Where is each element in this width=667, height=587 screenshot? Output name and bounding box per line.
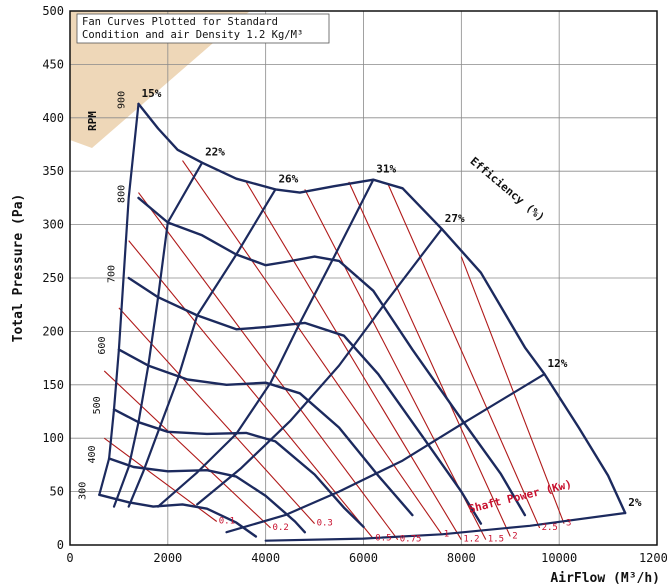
- x-tick-label: 2000: [153, 551, 182, 565]
- efficiency-label: 27%: [445, 212, 465, 225]
- efficiency-label: 22%: [205, 146, 225, 159]
- shaft-power-line: [138, 192, 399, 540]
- shaft-power-label: 2: [512, 531, 517, 541]
- grid: [70, 11, 657, 545]
- x-tick-label: 8000: [447, 551, 476, 565]
- shaft-power-line: [245, 181, 462, 540]
- shaft-power-label: 1: [444, 529, 449, 539]
- shaft-power-label: 0.1: [219, 517, 235, 527]
- rpm-curve: [137, 196, 527, 517]
- shaft-power-line: [103, 437, 218, 522]
- efficiency-curve: [127, 188, 277, 508]
- shaft-power-label: 3: [566, 519, 571, 529]
- shaft-power-line: [304, 189, 487, 540]
- y-tick-label: 250: [42, 271, 64, 285]
- x-tick-label: 6000: [349, 551, 378, 565]
- shaded-band: [70, 11, 250, 148]
- efficiency-curve: [225, 373, 546, 534]
- rpm-label: 300: [77, 482, 88, 500]
- x-tick-label: 0: [66, 551, 73, 565]
- efficiency-axis-label: Efficiency (%): [468, 155, 547, 225]
- shaft-power-lines: [103, 160, 565, 540]
- shaft-power-line: [460, 256, 565, 524]
- shaft-power-line: [348, 181, 511, 537]
- efficiency-curve: [112, 161, 204, 508]
- plot-frame: [69, 10, 658, 546]
- y-tick-label: 200: [42, 324, 64, 338]
- note-line-2: Condition and air Density 1.2 Kg/M³: [82, 29, 303, 41]
- rpm-label: 400: [87, 445, 98, 463]
- rpm-curve: [112, 408, 365, 528]
- shaft-power-label: 1.5: [488, 535, 504, 545]
- note-box: [76, 13, 330, 44]
- y-tick-label: 400: [42, 111, 64, 125]
- x-axis-title: AirFlow (M³/h): [550, 571, 660, 586]
- rpm-label: 600: [97, 337, 108, 355]
- note-line-1: Fan Curves Plotted for Standard: [82, 16, 278, 28]
- shaft-power-label: 0.2: [273, 523, 289, 533]
- y-axis-title: Total Pressure (Pa): [11, 194, 26, 343]
- rpm-label: 500: [92, 396, 103, 414]
- rpm-curves: [98, 102, 627, 538]
- curve-labels: 15%22%26%31%27%12%2%90080070060050040030…: [77, 87, 641, 545]
- shaft-power-label: 0.5: [375, 534, 391, 544]
- rpm-curve: [98, 493, 258, 538]
- rpm-curve: [127, 276, 483, 525]
- chart-note: Fan Curves Plotted for Standard Conditio…: [76, 13, 330, 44]
- y-tick-label: 100: [42, 431, 64, 445]
- y-tick-label: 500: [42, 4, 64, 18]
- y-tick-label: 0: [57, 538, 64, 552]
- efficiency-curves: [98, 102, 627, 542]
- x-tick-label: 4000: [251, 551, 280, 565]
- shaft-power-line: [103, 370, 271, 529]
- rpm-curve: [107, 457, 306, 534]
- rpm-label: 800: [116, 185, 127, 203]
- y-tick-label: 150: [42, 378, 64, 392]
- rpm-label: 900: [116, 91, 127, 109]
- x-tick-label: 10000: [541, 551, 577, 565]
- efficiency-curve: [157, 178, 375, 508]
- efficiency-curve: [98, 102, 140, 496]
- shaft-power-label: 0.3: [317, 519, 333, 529]
- rpm-curve: [117, 348, 414, 517]
- efficiency-label: 15%: [141, 87, 161, 100]
- rpm-axis-label: RPM: [86, 111, 99, 131]
- y-tick-label: 450: [42, 57, 64, 71]
- y-tick-label: 50: [50, 485, 64, 499]
- rpm-label: 700: [107, 265, 118, 283]
- shaft-power-line: [128, 240, 374, 539]
- shaft-power-label: 2.5: [542, 523, 558, 533]
- efficiency-label: 12%: [547, 357, 567, 370]
- shaft-power-line: [182, 160, 443, 535]
- efficiency-label: 26%: [278, 172, 298, 185]
- y-tick-label: 300: [42, 218, 64, 232]
- shaft-power-label: 1.2: [463, 535, 479, 545]
- shaft-power-label: 0.75: [400, 535, 422, 545]
- efficiency-curve: [264, 511, 627, 542]
- efficiency-curve: [196, 227, 443, 506]
- y-tick-label: 350: [42, 164, 64, 178]
- shaft-power-line: [387, 183, 541, 529]
- efficiency-label: 31%: [376, 163, 396, 176]
- efficiency-label: 2%: [628, 496, 642, 509]
